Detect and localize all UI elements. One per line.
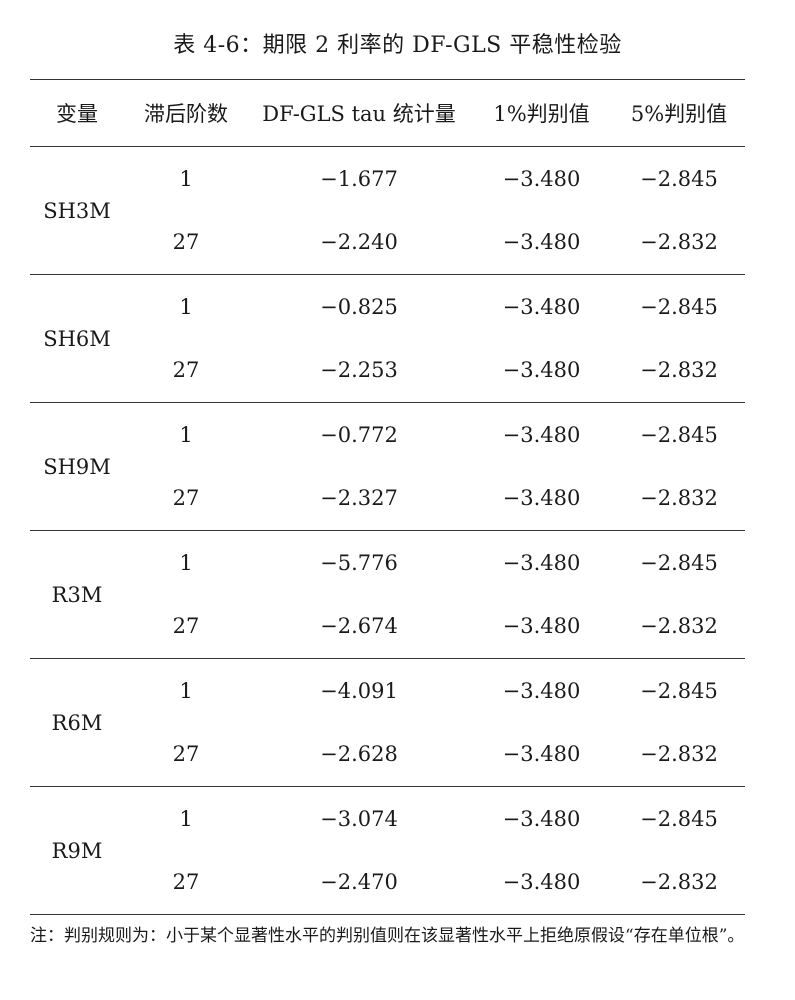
variable-cell: R6M bbox=[30, 658, 124, 787]
tau-cell: −2.674 bbox=[248, 594, 470, 659]
table-row: 27 −2.253 −3.480 −2.832 bbox=[30, 338, 745, 403]
cv1-cell: −3.480 bbox=[502, 422, 581, 447]
table-title: 表 4-6：期限 2 利率的 DF-GLS 平稳性检验 bbox=[173, 33, 622, 58]
cv5-cell: −2.845 bbox=[640, 294, 718, 319]
cv1-cell: −3.480 bbox=[502, 806, 581, 831]
stationarity-table-container: 变量 滞后阶数 DF-GLS tau 统计量 1%判别值 5%判别值 SH3M … bbox=[30, 79, 745, 915]
table-row: 27 −2.327 −3.480 −2.832 bbox=[30, 466, 745, 531]
tau-cell: −2.240 bbox=[248, 210, 470, 275]
header-tau: DF-GLS tau 统计量 bbox=[248, 79, 470, 147]
cv1-cell: −3.480 bbox=[502, 678, 581, 703]
cv1-cell: −3.480 bbox=[470, 466, 613, 531]
variable-cell: SH6M bbox=[30, 274, 124, 403]
cv5-cell: −2.832 bbox=[613, 338, 745, 403]
lag-cell: 27 bbox=[124, 594, 248, 659]
tau-cell: −1.677 bbox=[320, 166, 398, 191]
table-row: SH9M 1 −0.772 −3.480 −2.845 bbox=[30, 402, 745, 531]
table-row: 27 −2.240 −3.480 −2.832 bbox=[30, 210, 745, 275]
cv5-cell: −2.845 bbox=[640, 806, 718, 831]
header-cv5: 5%判别值 bbox=[613, 79, 745, 147]
cv1-cell: −3.480 bbox=[502, 166, 581, 191]
lag-cell: 1 bbox=[179, 294, 193, 319]
table-row: R6M 1 −4.091 −3.480 −2.845 bbox=[30, 658, 745, 787]
table-row: 27 −2.674 −3.480 −2.832 bbox=[30, 594, 745, 659]
lag-cell: 1 bbox=[179, 806, 193, 831]
cv5-cell: −2.832 bbox=[613, 210, 745, 275]
table-row: R9M 1 −3.074 −3.480 −2.845 bbox=[30, 786, 745, 915]
header-cv1: 1%判别值 bbox=[470, 79, 613, 147]
cv1-cell: −3.480 bbox=[502, 550, 581, 575]
tau-cell: −2.470 bbox=[248, 850, 470, 915]
df-gls-table: 变量 滞后阶数 DF-GLS tau 统计量 1%判别值 5%判别值 SH3M … bbox=[30, 79, 745, 915]
tau-cell: −0.825 bbox=[320, 294, 398, 319]
cv5-cell: −2.845 bbox=[640, 550, 718, 575]
table-row: R3M 1 −5.776 −3.480 −2.845 bbox=[30, 530, 745, 659]
lag-cell: 27 bbox=[124, 466, 248, 531]
table-row: SH6M 1 −0.825 −3.480 −2.845 bbox=[30, 274, 745, 403]
variable-cell: R3M bbox=[30, 530, 124, 659]
header-lag: 滞后阶数 bbox=[124, 79, 248, 147]
cv1-cell: −3.480 bbox=[470, 594, 613, 659]
cv1-cell: −3.480 bbox=[470, 210, 613, 275]
tau-cell: −5.776 bbox=[320, 550, 398, 575]
cv5-cell: −2.832 bbox=[613, 850, 745, 915]
table-row: SH3M 1 −1.677 −3.480 −2.845 bbox=[30, 146, 745, 275]
variable-cell: SH3M bbox=[30, 146, 124, 275]
lag-cell: 27 bbox=[124, 338, 248, 403]
lag-cell: 1 bbox=[179, 166, 193, 191]
cv1-cell: −3.480 bbox=[470, 850, 613, 915]
lag-cell: 1 bbox=[179, 550, 193, 575]
cv1-cell: −3.480 bbox=[502, 294, 581, 319]
variable-cell: SH9M bbox=[30, 402, 124, 531]
tau-cell: −0.772 bbox=[320, 422, 398, 447]
tau-cell: −2.628 bbox=[248, 722, 470, 787]
cv5-cell: −2.845 bbox=[640, 166, 718, 191]
table-note: 注：判别规则为：小于某个显著性水平的判别值则在该显著性水平上拒绝原假设“存在单位… bbox=[30, 926, 745, 946]
tau-cell: −4.091 bbox=[320, 678, 398, 703]
lag-cell: 27 bbox=[124, 850, 248, 915]
header-row: 变量 滞后阶数 DF-GLS tau 统计量 1%判别值 5%判别值 bbox=[30, 79, 745, 147]
cv1-cell: −3.480 bbox=[470, 722, 613, 787]
cv5-cell: −2.845 bbox=[640, 678, 718, 703]
header-variable: 变量 bbox=[30, 79, 124, 147]
tau-cell: −2.327 bbox=[248, 466, 470, 531]
cv5-cell: −2.832 bbox=[613, 466, 745, 531]
lag-cell: 1 bbox=[179, 422, 193, 447]
lag-cell: 27 bbox=[124, 210, 248, 275]
cv5-cell: −2.832 bbox=[613, 722, 745, 787]
cv1-cell: −3.480 bbox=[470, 338, 613, 403]
cv5-cell: −2.845 bbox=[640, 422, 718, 447]
tau-cell: −3.074 bbox=[320, 806, 398, 831]
lag-cell: 1 bbox=[179, 678, 193, 703]
tau-cell: −2.253 bbox=[248, 338, 470, 403]
variable-cell: R9M bbox=[30, 786, 124, 915]
lag-cell: 27 bbox=[124, 722, 248, 787]
cv5-cell: −2.832 bbox=[613, 594, 745, 659]
table-row: 27 −2.628 −3.480 −2.832 bbox=[30, 722, 745, 787]
table-row: 27 −2.470 −3.480 −2.832 bbox=[30, 850, 745, 915]
